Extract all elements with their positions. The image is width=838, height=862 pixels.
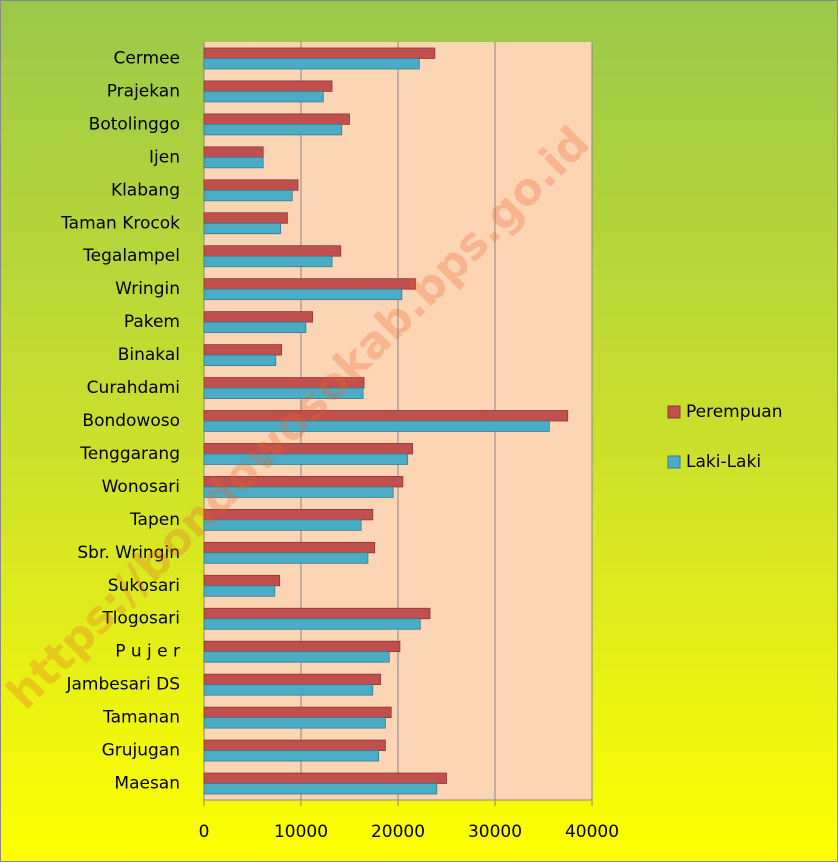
y-tick-label: Wonosari xyxy=(102,477,180,497)
bar xyxy=(203,607,431,620)
x-tick-label: 0 xyxy=(199,822,210,842)
y-tick-label: Tegalampel xyxy=(82,246,180,266)
bar xyxy=(203,486,394,498)
y-tick-label: Taman Krocok xyxy=(60,213,180,233)
bar xyxy=(203,255,333,268)
x-tick-label: 40000 xyxy=(565,822,619,842)
bar xyxy=(203,651,390,663)
y-tick-label: Tenggarang xyxy=(79,444,180,464)
y-tick-label: Curahdami xyxy=(87,378,180,398)
bar xyxy=(203,640,401,653)
y-tick-label: Botolinggo xyxy=(89,114,180,134)
y-tick-label: Klabang xyxy=(111,180,180,200)
bar xyxy=(203,245,342,257)
bar xyxy=(203,146,264,158)
bar xyxy=(203,387,364,399)
y-tick-label: Bondowoso xyxy=(82,411,180,431)
bar xyxy=(203,189,293,202)
bar xyxy=(203,58,420,70)
legend-label: Perempuan xyxy=(686,402,783,422)
y-tick-label: Tapen xyxy=(129,510,180,530)
x-tick-label: 10000 xyxy=(274,822,328,842)
bar xyxy=(203,574,281,587)
y-tick-label: Binakal xyxy=(118,345,180,365)
bar xyxy=(203,519,362,531)
y-tick-label: Prajekan xyxy=(107,81,180,101)
bar xyxy=(203,772,447,784)
y-tick-label: Sbr. Wringin xyxy=(77,543,180,563)
x-tick-label: 20000 xyxy=(371,822,425,842)
bar xyxy=(203,739,386,751)
bar xyxy=(203,750,380,762)
y-tick-label: Maesan xyxy=(114,774,180,794)
bar xyxy=(203,80,333,92)
bar xyxy=(203,420,550,432)
legend-swatch xyxy=(667,455,681,469)
bar xyxy=(203,113,350,125)
y-tick-label: Ijen xyxy=(149,147,180,167)
bar xyxy=(203,410,569,422)
bar xyxy=(203,541,376,554)
bar xyxy=(203,156,264,169)
bar xyxy=(203,618,421,630)
bar xyxy=(203,706,392,719)
bar xyxy=(203,783,438,795)
y-tick-label: Tamanan xyxy=(102,708,180,728)
x-tick-label: 30000 xyxy=(468,822,522,842)
y-tick-label: Wringin xyxy=(115,279,180,299)
bar xyxy=(203,123,343,136)
y-tick-label: P u j e r xyxy=(115,642,180,662)
bar xyxy=(203,673,381,686)
y-tick-label: Jambesari DS xyxy=(65,675,180,695)
y-tick-label: Sukosari xyxy=(108,576,180,596)
bar xyxy=(203,717,386,729)
y-tick-label: Tlogosari xyxy=(101,609,180,629)
bar xyxy=(203,222,282,235)
bar xyxy=(203,278,416,290)
bar xyxy=(203,453,409,465)
bar xyxy=(203,91,324,103)
bar xyxy=(203,311,314,323)
bar xyxy=(203,321,307,334)
y-tick-label: Cermee xyxy=(114,48,181,68)
legend-label: Laki-Laki xyxy=(686,452,761,472)
legend-swatch xyxy=(667,405,681,419)
bar xyxy=(203,288,403,301)
bar xyxy=(203,179,299,191)
bar xyxy=(203,212,288,224)
y-tick-label: Grujugan xyxy=(102,741,180,761)
bar xyxy=(203,47,436,59)
bar xyxy=(203,585,276,597)
y-tick-label: Pakem xyxy=(124,312,180,332)
bar xyxy=(203,344,282,356)
bar xyxy=(203,552,369,564)
bar xyxy=(203,684,374,696)
bar xyxy=(203,354,277,366)
